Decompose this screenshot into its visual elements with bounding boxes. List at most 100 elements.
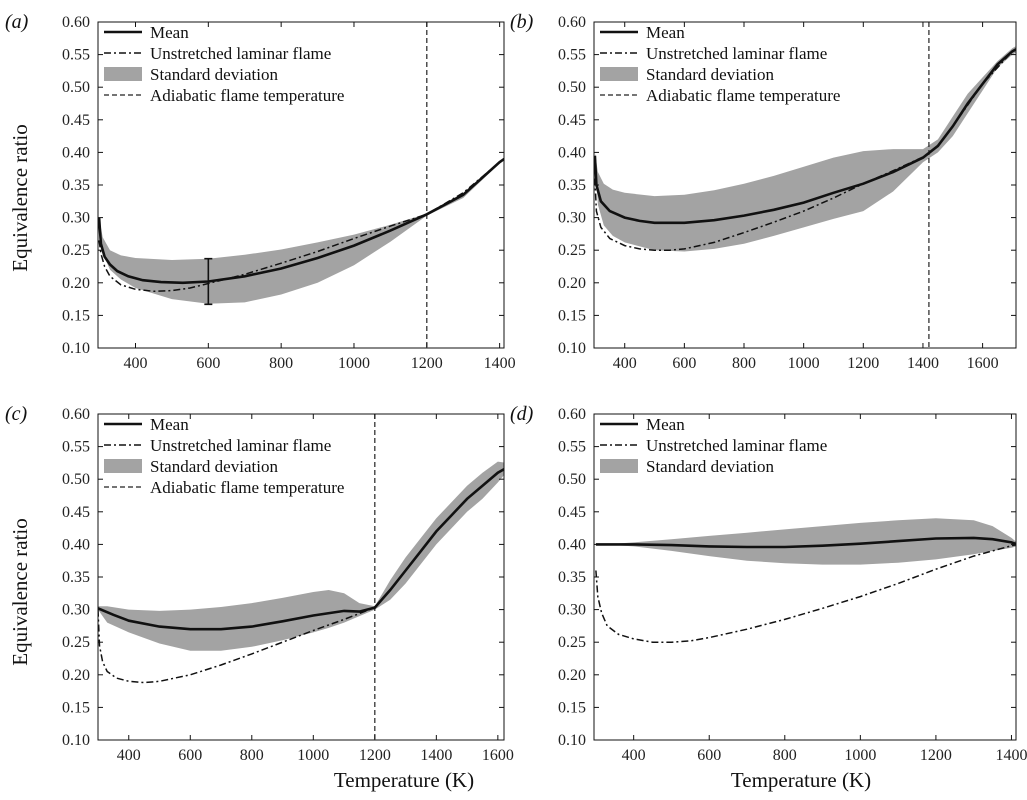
y-tick-label: 0.40 xyxy=(62,144,90,161)
legend-label: Mean xyxy=(646,415,685,434)
x-tick-label: 1600 xyxy=(482,747,514,764)
y-tick-label: 0.55 xyxy=(62,439,90,456)
x-tick-label: 1400 xyxy=(995,747,1027,764)
y-tick-label: 0.20 xyxy=(558,667,586,684)
y-tick-label: 0.35 xyxy=(558,569,586,586)
y-tick-label: 0.55 xyxy=(62,47,90,64)
y-tick-label: 0.25 xyxy=(558,242,586,259)
y-tick-label: 0.60 xyxy=(62,14,90,31)
y-tick-label: 0.60 xyxy=(62,406,90,423)
y-tick-label: 0.40 xyxy=(62,536,90,553)
panel-label: (a) xyxy=(5,11,29,33)
legend-label: Adiabatic flame temperature xyxy=(150,478,344,497)
legend-label: Unstretched laminar flame xyxy=(646,436,827,455)
y-tick-label: 0.25 xyxy=(62,242,90,259)
x-tick-label: 600 xyxy=(672,355,696,372)
y-tick-label: 0.10 xyxy=(62,340,90,357)
y-tick-label: 0.30 xyxy=(558,602,586,619)
y-tick-label: 0.10 xyxy=(62,732,90,749)
x-axis-title-left: Temperature (K) xyxy=(334,768,474,792)
y-tick-label: 0.20 xyxy=(62,275,90,292)
x-tick-label: 1400 xyxy=(907,355,939,372)
y-tick-label: 0.50 xyxy=(62,471,90,488)
x-tick-label: 800 xyxy=(773,747,797,764)
y-tick-label: 0.15 xyxy=(558,307,586,324)
y-tick-label: 0.15 xyxy=(62,699,90,716)
y-tick-label: 0.30 xyxy=(62,602,90,619)
x-tick-label: 800 xyxy=(269,355,293,372)
std-deviation-band xyxy=(99,159,504,304)
x-tick-label: 1200 xyxy=(359,747,391,764)
x-tick-label: 600 xyxy=(196,355,220,372)
panel-label: (c) xyxy=(5,403,28,425)
legend-label: Standard deviation xyxy=(646,457,774,476)
y-tick-label: 0.10 xyxy=(558,732,586,749)
x-tick-label: 1000 xyxy=(844,747,876,764)
x-tick-label: 800 xyxy=(240,747,264,764)
chart-panel-b: (b) 0.10 0.15 0.20 0.25 0.30 0.35 0.40 0.45 0.50 0… xyxy=(510,11,1017,372)
legend-label: Mean xyxy=(150,23,189,42)
std-deviation-band xyxy=(594,46,1016,252)
x-tick-label: 800 xyxy=(732,355,756,372)
y-tick-label: 0.45 xyxy=(62,112,90,129)
legend-label: Standard deviation xyxy=(150,457,278,476)
y-tick-label: 0.40 xyxy=(558,144,586,161)
y-tick-label: 0.20 xyxy=(62,667,90,684)
mean-line xyxy=(595,536,1016,549)
x-tick-label: 1000 xyxy=(338,355,370,372)
panel-label: (d) xyxy=(510,403,534,425)
legend-label: Unstretched laminar flame xyxy=(150,44,331,63)
y-tick-label: 0.30 xyxy=(558,210,586,227)
y-tick-label: 0.40 xyxy=(558,536,586,553)
y-tick-label: 0.55 xyxy=(558,47,586,64)
std-deviation-band xyxy=(595,518,1016,565)
y-tick-label: 0.45 xyxy=(558,504,586,521)
chart-panel-c: (c) 0.10 0.15 0.20 0.25 0.30 0.35 0.40 0.45 0.50 0… xyxy=(5,403,514,764)
y-tick-label: 0.50 xyxy=(558,79,586,96)
x-tick-label: 1400 xyxy=(484,355,516,372)
legend-label: Standard deviation xyxy=(646,65,774,84)
y-tick-label: 0.50 xyxy=(558,471,586,488)
x-tick-label: 1200 xyxy=(847,355,879,372)
laminar-flame-line xyxy=(595,544,1016,643)
y-tick-label: 0.55 xyxy=(558,439,586,456)
x-axis-title-right: Temperature (K) xyxy=(731,768,871,792)
y-tick-label: 0.15 xyxy=(558,699,586,716)
mean-line xyxy=(98,467,504,631)
x-tick-label: 400 xyxy=(622,747,646,764)
x-tick-label: 600 xyxy=(178,747,202,764)
y-tick-label: 0.35 xyxy=(62,569,90,586)
y-axis-title-bottom: Equivalence ratio xyxy=(8,518,32,666)
legend-label: Mean xyxy=(646,23,685,42)
laminar-flame-line xyxy=(98,468,504,684)
y-tick-label: 0.20 xyxy=(558,275,586,292)
chart-panel-a: (a) 0.10 0.15 0.20 0.25 0.30 0.35 0.40 0.45 0.50 0… xyxy=(5,11,516,372)
legend-label: Adiabatic flame temperature xyxy=(646,86,840,105)
x-tick-label: 1200 xyxy=(920,747,952,764)
legend-symbol-std xyxy=(104,67,142,81)
y-tick-label: 0.30 xyxy=(62,210,90,227)
legend-label: Standard deviation xyxy=(150,65,278,84)
y-tick-label: 0.25 xyxy=(558,634,586,651)
legend-symbol-std xyxy=(104,459,142,473)
x-tick-label: 1000 xyxy=(297,747,329,764)
chart-panel-d: (d) 0.10 0.15 0.20 0.25 0.30 0.35 0.40 0.45 0.50 0… xyxy=(510,403,1027,764)
y-tick-label: 0.45 xyxy=(558,112,586,129)
legend-label: Unstretched laminar flame xyxy=(150,436,331,455)
y-tick-label: 0.35 xyxy=(558,177,586,194)
y-tick-label: 0.60 xyxy=(558,14,586,31)
panel-label: (b) xyxy=(510,11,534,33)
legend-label: Unstretched laminar flame xyxy=(646,44,827,63)
x-tick-label: 1400 xyxy=(420,747,452,764)
y-axis-title-top: Equivalence ratio xyxy=(8,124,32,272)
legend-symbol-std xyxy=(600,67,638,81)
y-tick-label: 0.50 xyxy=(62,79,90,96)
x-tick-label: 400 xyxy=(613,355,637,372)
x-tick-label: 1000 xyxy=(788,355,820,372)
x-tick-label: 1200 xyxy=(411,355,443,372)
legend-label: Mean xyxy=(150,415,189,434)
x-tick-label: 600 xyxy=(697,747,721,764)
legend-label: Adiabatic flame temperature xyxy=(150,86,344,105)
